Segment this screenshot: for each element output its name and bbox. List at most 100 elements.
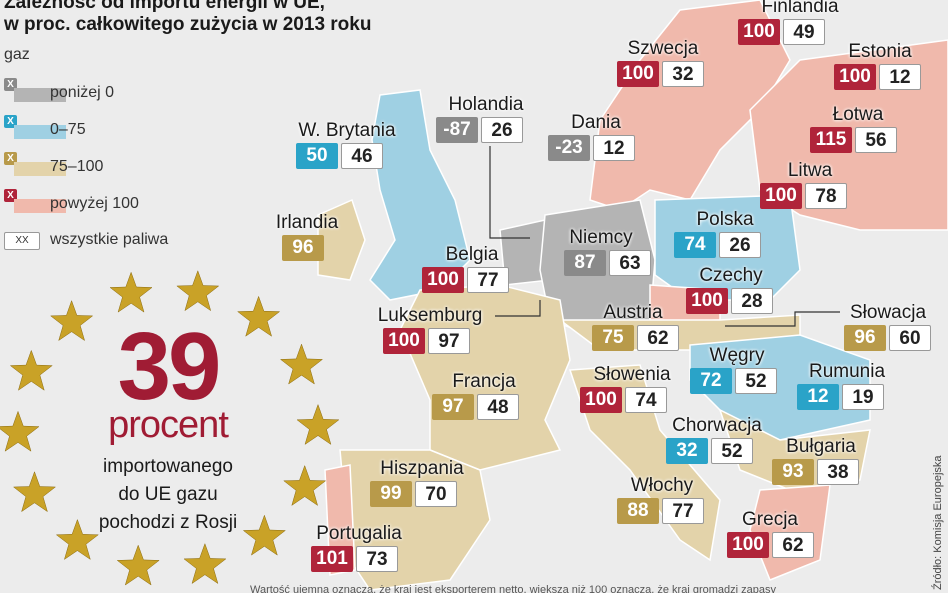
country-name: Szwecja: [627, 38, 699, 59]
country-name: Luksemburg: [377, 305, 483, 326]
all-fuels-value: 32: [662, 61, 704, 87]
gas-value: 87: [564, 250, 606, 276]
country-name: Polska: [696, 209, 754, 230]
all-fuels-value: 70: [415, 481, 457, 507]
source: Źródło: Komisja Europejska: [932, 455, 944, 590]
all-fuels-value: 63: [609, 250, 651, 276]
star: [296, 403, 340, 446]
country-name: Czechy: [699, 265, 763, 286]
all-fuels-value: 38: [817, 459, 859, 485]
star: [12, 471, 57, 513]
all-fuels-value: 77: [467, 267, 509, 293]
country-name: Bułgaria: [786, 436, 856, 457]
gas-value: 72: [690, 368, 732, 394]
all-fuels-value: 74: [625, 387, 667, 413]
legend-label: poniżej 0: [50, 84, 115, 101]
all-fuels-value: 56: [855, 127, 897, 153]
all-fuels-value: 52: [735, 368, 777, 394]
all-fuels-value: 77: [662, 498, 704, 524]
legend-badge: X: [4, 152, 17, 165]
gas-value: 96: [282, 235, 324, 261]
country-name: Rumunia: [808, 361, 886, 382]
all-fuels-value: 62: [637, 325, 679, 351]
star: [9, 349, 53, 391]
legend-swatch: [14, 199, 66, 213]
leader-line: [495, 300, 541, 317]
star: [55, 518, 100, 560]
star: [279, 343, 324, 385]
star: [49, 299, 94, 342]
highlight-text: pochodzi z Rosji: [98, 512, 238, 533]
legend-heading: gaz: [4, 46, 30, 63]
footnote: Wartość ujemna oznacza, że kraj jest eks…: [250, 584, 776, 593]
gas-value: 97: [432, 394, 474, 420]
highlight-unit: procent: [108, 404, 229, 446]
country-name: Francja: [452, 371, 516, 392]
legend-label: wszystkie paliwa: [50, 231, 169, 248]
star: [116, 544, 160, 586]
all-fuels-value: 52: [711, 438, 753, 464]
star: [0, 410, 40, 452]
country-name: Dania: [571, 112, 621, 133]
gas-value: -23: [548, 135, 590, 161]
country-name: Chorwacja: [672, 415, 762, 436]
country-name: Węgry: [709, 345, 765, 366]
country-name: Niemcy: [569, 227, 633, 248]
gas-value: 50: [296, 143, 338, 169]
country-name: W. Brytania: [298, 120, 396, 141]
all-fuels-value: 49: [783, 19, 825, 45]
gas-value: 100: [738, 19, 780, 45]
country-name: Słowacja: [849, 302, 927, 323]
gas-value: 12: [797, 384, 839, 410]
legend-label: 0–75: [50, 121, 86, 138]
star: [176, 270, 220, 312]
gas-value: 100: [760, 183, 802, 209]
legend-label: 75–100: [50, 158, 104, 175]
country-name: Belgia: [445, 244, 499, 265]
gas-value: 100: [686, 288, 728, 314]
all-fuels-value: 26: [481, 117, 523, 143]
gas-value: 101: [311, 546, 353, 572]
country-name: Austria: [603, 302, 663, 323]
highlight-text: do UE gazu: [118, 484, 218, 505]
gas-value: 96: [844, 325, 886, 351]
gas-value: 93: [772, 459, 814, 485]
gas-value: 100: [834, 64, 876, 90]
country-name: Litwa: [787, 160, 833, 181]
all-fuels-value: 62: [772, 532, 814, 558]
legend-swatch: [14, 125, 66, 139]
all-fuels-value: 12: [879, 64, 921, 90]
all-fuels-value: 78: [805, 183, 847, 209]
country-name: Portugalia: [316, 523, 402, 544]
gas-value: 100: [422, 267, 464, 293]
country-name: Estonia: [848, 41, 912, 62]
gas-value: 115: [810, 127, 852, 153]
gas-value: 74: [674, 232, 716, 258]
legend-badge: X: [4, 189, 17, 202]
gas-value: 100: [617, 61, 659, 87]
legend-badge: X: [4, 78, 17, 91]
country-name: Holandia: [448, 94, 524, 115]
uk: [369, 89, 471, 301]
star: [236, 295, 281, 337]
leader-line: [725, 311, 840, 327]
leader-line: [489, 146, 530, 239]
all-fuels-value: 48: [477, 394, 519, 420]
gas-value: 75: [592, 325, 634, 351]
gas-value: 100: [580, 387, 622, 413]
all-fuels-value: 28: [731, 288, 773, 314]
legend-badge: X: [4, 115, 17, 128]
gas-value: 32: [666, 438, 708, 464]
gas-value: 88: [617, 498, 659, 524]
all-fuels-value: 60: [889, 325, 931, 351]
star: [109, 271, 153, 313]
title: w proc. całkowitego zużycia w 2013 roku: [4, 14, 372, 35]
all-fuels-value: 26: [719, 232, 761, 258]
legend-swatch: [14, 88, 66, 102]
gas-value: 99: [370, 481, 412, 507]
star: [283, 464, 327, 506]
all-fuels-value: 97: [428, 328, 470, 354]
gas-value: 100: [727, 532, 769, 558]
legend-badge: XX: [4, 232, 40, 250]
